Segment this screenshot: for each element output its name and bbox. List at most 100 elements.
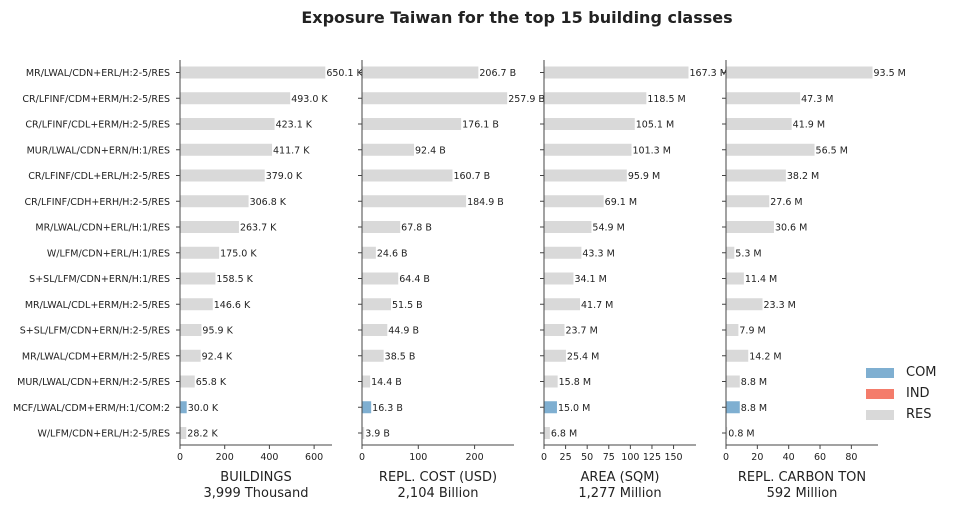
bar [726, 324, 739, 336]
x-axis-label: BUILDINGS [220, 470, 291, 485]
category-label: CR/LFINF/CDH+ERH/H:2-5/RES [25, 197, 170, 208]
bar-value-label: 44.9 B [388, 326, 419, 337]
bar [544, 427, 550, 439]
bar-value-label: 14.4 B [371, 377, 402, 388]
bar-value-label: 263.7 K [240, 223, 277, 234]
bar-value-label: 14.2 M [749, 351, 781, 362]
bar [726, 195, 770, 208]
legend-label-com: COM [906, 365, 937, 380]
x-tick-label: 80 [845, 452, 857, 463]
bar [544, 349, 566, 362]
x-tick-label: 50 [581, 452, 593, 463]
bar-value-label: 51.5 B [392, 300, 423, 311]
category-label: S+SL/LFM/CDN+ERN/H:2-5/RES [20, 326, 170, 337]
bar-value-label: 8.8 M [741, 403, 767, 414]
bar [362, 349, 384, 362]
bar [726, 349, 749, 362]
x-tick-label: 200 [466, 452, 484, 463]
bar [180, 66, 326, 79]
x-tick-label: 400 [260, 452, 278, 463]
bar-value-label: 23.7 M [565, 326, 597, 337]
category-label: MUR/LWAL/CDN+ERN/H:2-5/RES [17, 377, 170, 388]
legend-item-ind: IND [866, 383, 937, 404]
category-label: MR/LWAL/CDN+ERL/H:1/RES [35, 223, 170, 234]
bar [180, 246, 220, 259]
bar [362, 143, 415, 156]
x-axis-label: REPL. CARBON TON [738, 470, 866, 485]
legend-label-res: RES [906, 407, 932, 422]
bar-value-label: 41.9 M [793, 120, 825, 131]
bar [544, 143, 632, 156]
bar [362, 221, 401, 233]
bar-value-label: 15.8 M [559, 377, 591, 388]
bar-value-label: 146.6 K [214, 300, 251, 311]
bar [726, 92, 801, 105]
bar-value-label: 379.0 K [266, 171, 303, 182]
x-axis-total: 592 Million [767, 486, 838, 501]
category-label: MR/LWAL/CDN+ERL/H:2-5/RES [26, 68, 170, 79]
bar [180, 349, 201, 362]
legend-item-com: COM [866, 362, 937, 383]
bar-value-label: 167.3 M [689, 68, 727, 79]
legend: COM IND RES [866, 362, 937, 425]
bar [726, 375, 740, 388]
bar-value-label: 30.0 K [188, 403, 219, 414]
bar-value-label: 64.4 B [399, 274, 430, 285]
bar [544, 375, 558, 388]
bar-value-label: 0.8 M [728, 429, 754, 440]
chart-title: Exposure Taiwan for the top 15 building … [301, 8, 733, 27]
legend-swatch-res [866, 409, 894, 420]
bar-value-label: 206.7 B [479, 68, 516, 79]
bar-value-label: 34.1 M [574, 274, 606, 285]
bar-value-label: 28.2 K [187, 429, 218, 440]
bar-value-label: 493.0 K [291, 94, 328, 105]
bar-value-label: 27.6 M [770, 197, 802, 208]
x-tick-label: 600 [305, 452, 323, 463]
bar-value-label: 105.1 M [636, 120, 674, 131]
bar-value-label: 16.3 B [372, 403, 403, 414]
bar [180, 143, 273, 156]
category-label: CR/LFINF/CDL+ERM/H:2-5/RES [25, 120, 170, 131]
x-tick-label: 40 [783, 452, 795, 463]
bar [362, 298, 391, 311]
bar [362, 427, 365, 439]
bar-value-label: 69.1 M [605, 197, 637, 208]
bar-value-label: 101.3 M [632, 145, 670, 156]
category-label: MUR/LWAL/CDN+ERN/H:1/RES [27, 145, 170, 156]
bar-value-label: 423.1 K [276, 120, 313, 131]
bar [544, 118, 635, 130]
category-label: CR/LFINF/CDL+ERL/H:2-5/RES [28, 171, 170, 182]
bar [544, 298, 581, 311]
category-label: MCF/LWAL/CDM+ERM/H:1/COM:2 [13, 403, 170, 414]
bar-value-label: 11.4 M [745, 274, 777, 285]
bar [726, 298, 763, 311]
bar-value-label: 6.8 M [551, 429, 577, 440]
x-tick-label: 200 [216, 452, 234, 463]
x-tick-label: 0 [541, 452, 547, 463]
bar [544, 401, 557, 414]
category-label: W/LFM/CDN+ERL/H:2-5/RES [37, 429, 170, 440]
category-label: W/LFM/CDN+ERL/H:1/RES [47, 248, 170, 259]
bar [362, 66, 479, 79]
bar-value-label: 7.9 M [739, 326, 765, 337]
bar-value-label: 118.5 M [647, 94, 685, 105]
legend-swatch-com [866, 367, 894, 378]
bar [180, 195, 249, 208]
bar-value-label: 8.8 M [741, 377, 767, 388]
bar-value-label: 43.3 M [582, 248, 614, 259]
bar [362, 118, 462, 130]
category-label: MR/LWAL/CDM+ERM/H:2-5/RES [22, 351, 170, 362]
x-tick-label: 125 [643, 452, 661, 463]
x-axis-label: REPL. COST (USD) [379, 470, 497, 485]
legend-swatch-ind [866, 388, 894, 399]
bar [180, 375, 195, 388]
bar-value-label: 65.8 K [196, 377, 227, 388]
bar [180, 427, 187, 439]
bar-value-label: 158.5 K [216, 274, 253, 285]
x-tick-label: 100 [409, 452, 427, 463]
bar [544, 221, 592, 233]
x-tick-label: 0 [177, 452, 183, 463]
bar [726, 169, 786, 182]
bar [544, 246, 582, 259]
